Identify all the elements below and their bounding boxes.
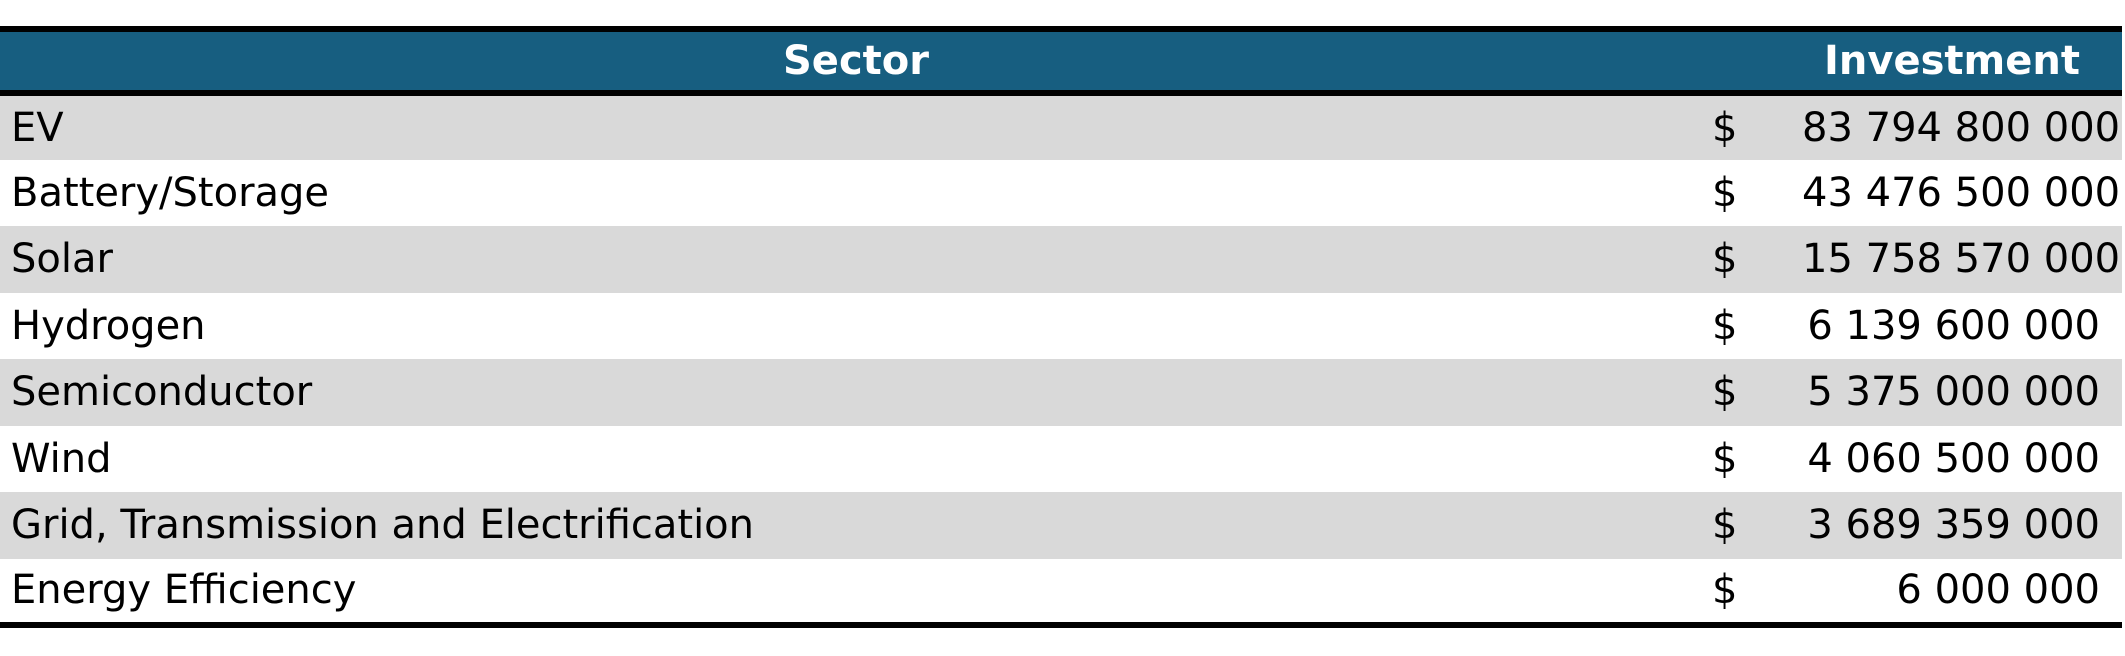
sector-cell: Energy Efficiency — [11, 567, 357, 614]
header-cell: Investment — [1824, 38, 2080, 84]
investment-cell: 15 758 570 000 — [1802, 236, 2121, 283]
table-row: Semiconductor $5 375 000 000 — [0, 359, 2122, 426]
table-row: EV $83 794 800 000 — [0, 93, 2122, 160]
investment-cell: 6 139 600 000 — [1807, 302, 2100, 349]
currency-cell: $ — [1712, 567, 1738, 614]
investment-cell: 83 794 800 000 — [1802, 104, 2121, 151]
table-header: Sector Investment — [0, 29, 2122, 93]
sector-cell: Semiconductor — [11, 369, 313, 416]
sector-cell: Solar — [11, 236, 113, 283]
currency-cell: $ — [1712, 369, 1738, 416]
investment-cell: 6 000 000 — [1896, 567, 2100, 614]
table-row: Solar $15 758 570 000 — [0, 226, 2122, 293]
table-row: Grid, Transmission and Electrification $3… — [0, 492, 2122, 559]
table-row: Battery/Storage $43 476 500 000 — [0, 160, 2122, 227]
header-cell: Sector — [783, 38, 929, 84]
table-body: EV $83 794 800 000 Battery/Storage $43 476 … — [0, 93, 2122, 625]
sector-cell: Grid, Transmission and Electrification — [11, 502, 755, 549]
investment-cell: 3 689 359 000 — [1807, 502, 2100, 549]
table-container: Sector Investment EV $83 794 800 000 Batte… — [0, 26, 2122, 628]
table-row: Hydrogen $6 139 600 000 — [0, 293, 2122, 360]
sector-cell: Battery/Storage — [11, 169, 330, 216]
currency-cell: $ — [1712, 236, 1738, 283]
sector-cell: Wind — [11, 435, 112, 482]
currency-cell: $ — [1712, 169, 1738, 216]
sector-cell: EV — [11, 104, 64, 151]
table-row: Wind $4 060 500 000 — [0, 426, 2122, 493]
investment-cell: 43 476 500 000 — [1802, 169, 2121, 216]
investment-table: Sector Investment EV $83 794 800 000 Batte… — [0, 26, 2122, 628]
currency-cell: $ — [1712, 302, 1738, 349]
currency-cell: $ — [1712, 502, 1738, 549]
currency-cell: $ — [1712, 104, 1738, 151]
investment-cell: 4 060 500 000 — [1807, 435, 2100, 482]
table-row: Energy Efficiency $6 000 000 — [0, 559, 2122, 625]
sector-cell: Hydrogen — [11, 302, 206, 349]
header-row: Sector Investment — [0, 29, 2122, 93]
currency-cell: $ — [1712, 435, 1738, 482]
investment-cell: 5 375 000 000 — [1807, 369, 2100, 416]
